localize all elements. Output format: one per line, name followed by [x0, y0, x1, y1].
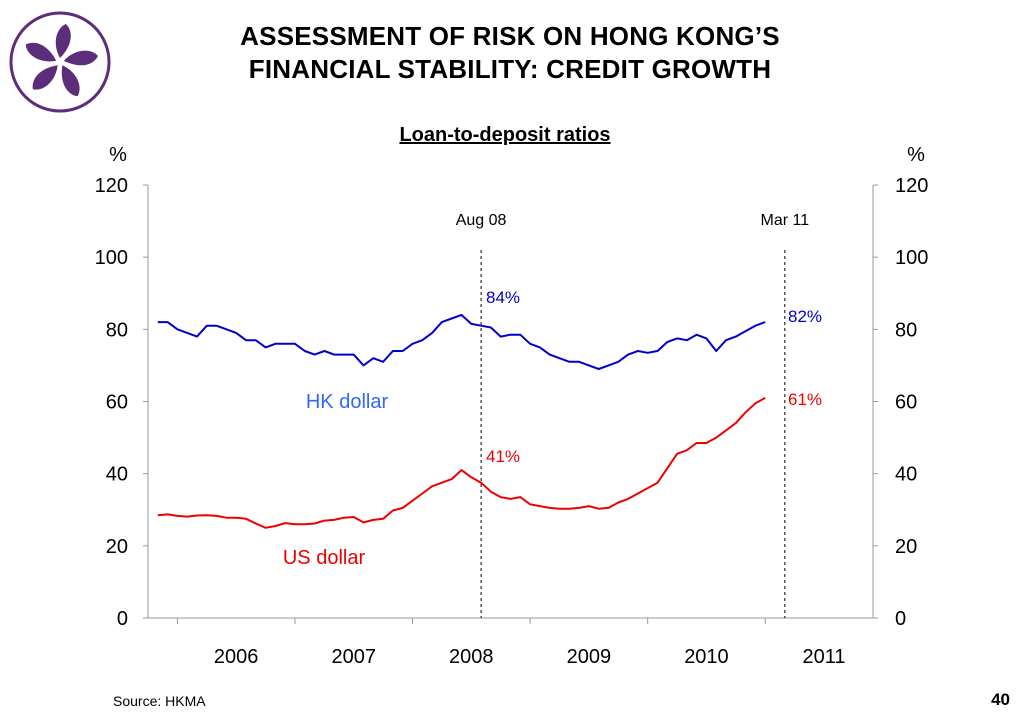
y-tick-label-right: 120 — [895, 175, 928, 197]
y-tick-label-right: 100 — [895, 247, 928, 269]
end-value-label: 61% — [788, 390, 822, 409]
slide-title-line2: FINANCIAL STABILITY: CREDIT GROWTH — [248, 54, 772, 84]
peak-value-label: 84% — [486, 288, 520, 307]
y-tick-label-right: 40 — [895, 464, 917, 486]
chart-series — [157, 313, 766, 529]
series-name-label: HK dollar — [306, 391, 389, 413]
slide-title: ASSESSMENT OF RISK ON HONG KONG’S FINANC… — [140, 20, 880, 86]
y-axis-label-right: % — [907, 144, 925, 166]
bauhinia-flower-icon — [9, 11, 111, 113]
y-tick-label-left: 60 — [106, 392, 128, 414]
y-axis-label-left: % — [109, 144, 127, 166]
y-tick-label-left: 120 — [95, 175, 128, 197]
y-tick-label-left: 40 — [106, 464, 128, 486]
annotation-label: Aug 08 — [456, 212, 507, 229]
y-tick-label-left: 80 — [106, 319, 128, 341]
x-tick-label: 2007 — [331, 646, 376, 668]
y-tick-label-right: 80 — [895, 319, 917, 341]
page-number: 40 — [991, 690, 1010, 709]
chart-axes: 0 0 20 20 40 40 60 60 80 80 100 100 120 120% % 2006 2007… — [95, 144, 929, 668]
x-tick-label: 2010 — [684, 646, 729, 668]
series-line-hk-dollar — [157, 313, 766, 370]
x-tick-label: 2009 — [567, 646, 612, 668]
x-tick-label: 2006 — [214, 646, 259, 668]
chart-title: Loan-to-deposit ratios — [399, 124, 611, 146]
y-tick-label-left: 100 — [95, 247, 128, 269]
y-tick-label-right: 60 — [895, 392, 917, 414]
annotation-label: Mar 11 — [761, 212, 810, 229]
source-note: Source: HKMA — [113, 693, 206, 709]
slide-title-line1: ASSESSMENT OF RISK ON HONG KONG’S — [240, 21, 780, 51]
series-name-label: US dollar — [283, 547, 366, 569]
chart-labels: HK dollar 84% 82% US dollar 41% 61% — [283, 288, 822, 569]
logo — [9, 11, 111, 113]
y-tick-label-right: 20 — [895, 536, 917, 558]
y-tick-label-left: 20 — [106, 536, 128, 558]
x-tick-label: 2011 — [803, 646, 846, 668]
y-tick-label-left: 0 — [117, 608, 128, 630]
series-line-us-dollar — [157, 397, 766, 529]
end-value-label: 82% — [788, 307, 822, 326]
y-tick-label-right: 0 — [895, 608, 906, 630]
peak-value-label: 41% — [486, 447, 520, 466]
x-tick-label: 2008 — [449, 646, 494, 668]
chart-annotations: Aug 08 Mar 11 — [456, 212, 809, 618]
